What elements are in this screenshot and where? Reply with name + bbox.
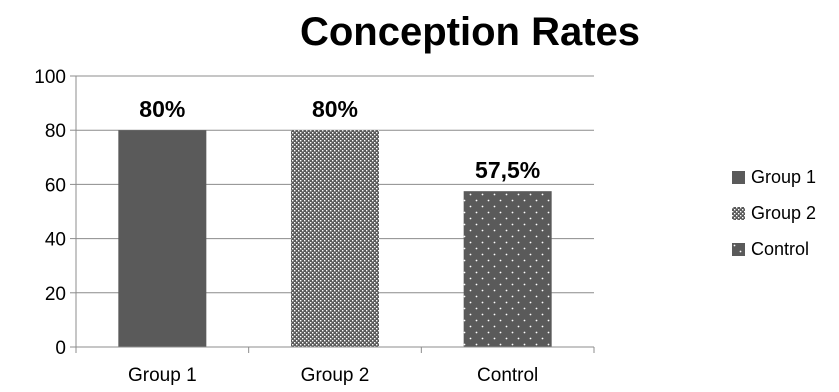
legend-item-group-1: Group 1 xyxy=(732,166,816,188)
data-label: 80% xyxy=(139,96,185,122)
data-label: 80% xyxy=(312,96,358,122)
y-tick-label: 40 xyxy=(45,230,66,251)
x-tick-label: Control xyxy=(477,365,538,386)
axes xyxy=(70,75,595,353)
bars xyxy=(118,130,552,347)
bar-control xyxy=(463,191,552,347)
data-label: 57,5% xyxy=(475,157,540,183)
legend-label: Group 1 xyxy=(751,166,817,187)
legend-swatch-dotted xyxy=(732,242,745,256)
legend-item-group-2: Group 2 xyxy=(732,202,816,224)
x-tick-label: Group 2 xyxy=(301,365,370,386)
bar-group-2 xyxy=(291,130,379,347)
y-tick-label: 100 xyxy=(34,67,66,88)
y-tick-label: 80 xyxy=(45,121,66,142)
y-tick-label: 60 xyxy=(45,175,66,196)
chart-title: Conception Rates xyxy=(299,10,641,54)
bar-group-1 xyxy=(118,130,207,347)
legend-swatch-crosshatch xyxy=(732,206,745,220)
legend: Group 1 Group 2 Control xyxy=(732,166,816,274)
x-tick-label: Group 1 xyxy=(128,365,197,386)
legend-swatch-solid xyxy=(732,170,745,184)
y-tick-label: 20 xyxy=(45,284,66,305)
legend-item-control: Control xyxy=(732,238,816,260)
legend-label: Control xyxy=(751,238,810,259)
legend-label: Group 2 xyxy=(751,202,817,223)
y-tick-label: 0 xyxy=(55,338,66,359)
labels: 0 20 40 60 80 100 80% Group 1 80% Group 2 57,5% Con… xyxy=(34,67,540,386)
